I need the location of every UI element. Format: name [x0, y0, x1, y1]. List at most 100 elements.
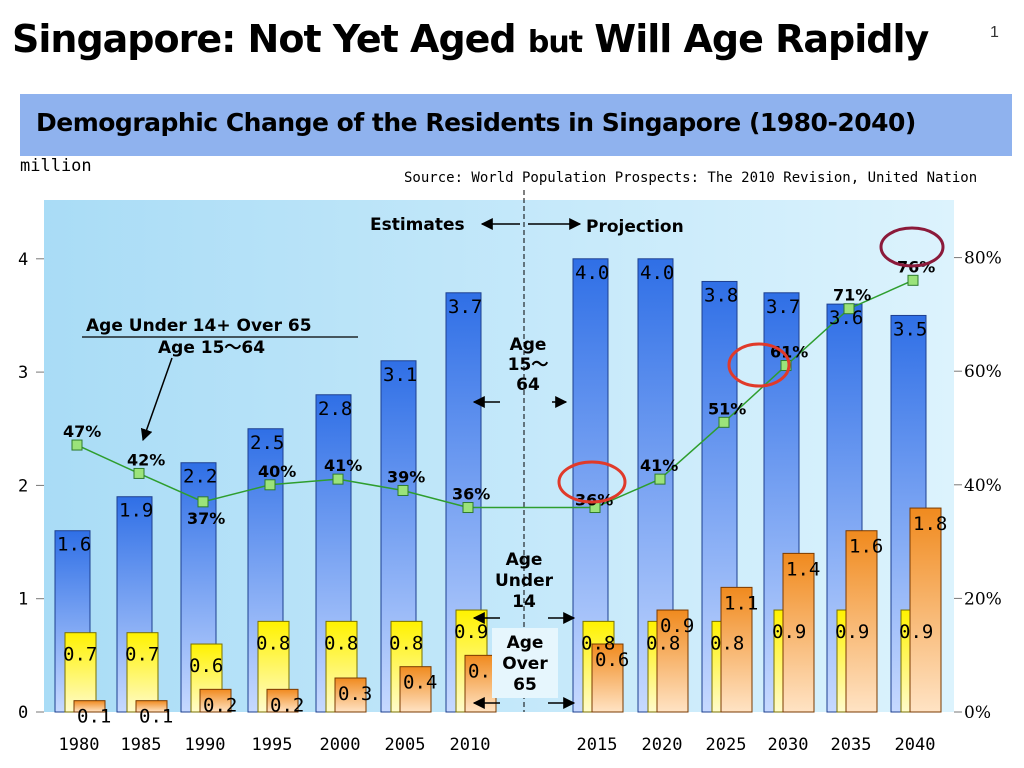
label-under14: 0.8 — [581, 632, 615, 654]
label-under14: 0.7 — [125, 644, 159, 666]
ratio-legend-annotation: Age Under 14+ Over 65 Age 15～64 — [82, 316, 358, 442]
label-under14: 0.7 — [63, 644, 97, 666]
x-tick-label: 2035 — [831, 735, 872, 755]
highlight-circle-2030 — [727, 342, 791, 388]
ratio-value-label: 61% — [770, 343, 808, 362]
y-left-tick-label: 1 — [18, 590, 28, 610]
y-left-tick-label: 3 — [18, 363, 28, 383]
page-number: 1 — [990, 24, 999, 41]
x-tick-label: 2030 — [768, 735, 809, 755]
ratio-value-label: 40% — [258, 462, 296, 481]
ratio-line-series: 47%42%37%40% 41%39%36% 36%41%51%61%71%76% — [63, 257, 935, 528]
under14-annotation: Age Under 14 — [472, 550, 576, 624]
page-title: Singapore: Not Yet Aged but Will Age Rap… — [12, 17, 929, 61]
label-age15-64: 3.7 — [448, 296, 482, 318]
age15-64-line1: Age — [510, 335, 547, 355]
label-over65: 0.1 — [139, 706, 173, 728]
y-right-tick-label: 80% — [964, 249, 1002, 269]
over65-line3: 65 — [513, 675, 537, 695]
ratio-value-label: 37% — [187, 509, 225, 528]
label-age15-64: 3.7 — [766, 296, 800, 318]
ratio-marker — [907, 274, 919, 286]
ratio-marker — [264, 479, 276, 491]
ratio-value-label: 36% — [575, 491, 613, 510]
under14-line3: 14 — [512, 592, 536, 612]
label-age15-64: 3.5 — [893, 318, 927, 340]
y-right-tick-label: 0% — [964, 703, 991, 723]
bar-under14 — [64, 632, 97, 713]
label-age15-64: 3.8 — [704, 284, 738, 306]
x-tick-label: 2025 — [706, 735, 747, 755]
bar-over65 — [720, 586, 753, 713]
label-age15-64: 4.0 — [640, 262, 674, 284]
title-part-3: Will Age Rapidly — [594, 17, 929, 61]
y-axis-right: 0% 20% 40% 60% 80% — [964, 249, 1002, 723]
highlight-circle-2040 — [879, 226, 945, 268]
label-over65: 0.6 — [595, 649, 629, 671]
ratio-marker — [654, 473, 666, 485]
label-over65: 1.6 — [849, 536, 883, 558]
ratio-value-label: 71% — [833, 286, 871, 305]
label-under14: 0.9 — [899, 621, 933, 643]
label-under14: 0.9 — [835, 621, 869, 643]
x-tick-label: 2005 — [385, 735, 426, 755]
label-under14: 0.9 — [454, 621, 488, 643]
ratio-value-label: 51% — [708, 399, 746, 418]
over65-label-bg — [492, 628, 558, 698]
ratio-marker — [397, 484, 409, 496]
x-tick-label: 2010 — [450, 735, 491, 755]
highlight-circles — [557, 226, 945, 504]
ratio-marker — [780, 360, 792, 372]
ratio-marker — [71, 439, 83, 451]
x-tick-label: 1990 — [185, 735, 226, 755]
label-over65: 1.1 — [724, 592, 758, 614]
label-under14: 0.8 — [710, 632, 744, 654]
over65-line1: Age — [507, 633, 544, 653]
estimates-projection-annotation: Estimates Projection — [370, 215, 684, 237]
age15-64-line2: 15～ — [508, 355, 549, 375]
ratio-marker — [133, 467, 145, 479]
label-over65: 1.4 — [786, 558, 820, 580]
x-tick-label: 1985 — [121, 735, 162, 755]
ratio-value-label: 41% — [324, 456, 362, 475]
bar-over65 — [399, 666, 432, 713]
ratio-numerator-label: Age Under 14+ Over 65 — [86, 316, 312, 336]
y-left-tick-label: 2 — [18, 476, 28, 496]
under14-line1: Age — [506, 550, 543, 570]
ratio-marker — [718, 416, 730, 428]
bar-value-labels: 1.6 0.7 0.1 1.9 0.7 0.1 2.2 0.6 0.2 2.5 0.8 0.2 2.8 0… — [57, 262, 947, 728]
subtitle-banner: Demographic Change of the Residents in S… — [20, 94, 1012, 156]
label-over65: 0.4 — [403, 672, 437, 694]
ratio-marker — [332, 473, 344, 485]
ratio-value-label: 42% — [127, 450, 165, 469]
projection-label: Projection — [586, 217, 684, 237]
unit-label: million — [20, 156, 92, 176]
ratio-marker — [843, 303, 855, 315]
x-tick-label: 2040 — [895, 735, 936, 755]
chart-subtitle: Demographic Change of the Residents in S… — [36, 108, 916, 137]
label-over65: 0.2 — [203, 694, 237, 716]
label-age15-64: 2.8 — [318, 398, 352, 420]
ratio-marker — [462, 502, 474, 514]
y-right-tick-label: 20% — [964, 589, 1002, 609]
label-over65: 0.3 — [338, 683, 372, 705]
x-tick-label: 1995 — [252, 735, 293, 755]
label-under14: 0.8 — [646, 632, 680, 654]
gridlines — [36, 257, 962, 713]
label-under14: 0.6 — [189, 655, 223, 677]
ratio-value-label: 39% — [387, 467, 425, 486]
over65-annotation: Age Over 65 — [472, 628, 576, 709]
label-under14: 0.8 — [389, 632, 423, 654]
x-tick-label: 2020 — [642, 735, 683, 755]
bar-over65 — [782, 552, 815, 713]
ratio-value-label: 47% — [63, 422, 101, 441]
bar-over65 — [135, 700, 168, 713]
bar-over65 — [199, 688, 232, 713]
ratio-denominator-label: Age 15～64 — [158, 338, 265, 358]
label-age15-64: 3.1 — [383, 364, 417, 386]
bar-over65 — [334, 677, 367, 713]
label-age15-64: 2.2 — [183, 466, 217, 488]
title-part-1: Singapore: Not Yet Aged — [12, 17, 517, 61]
label-age15-64: 2.5 — [250, 432, 284, 454]
